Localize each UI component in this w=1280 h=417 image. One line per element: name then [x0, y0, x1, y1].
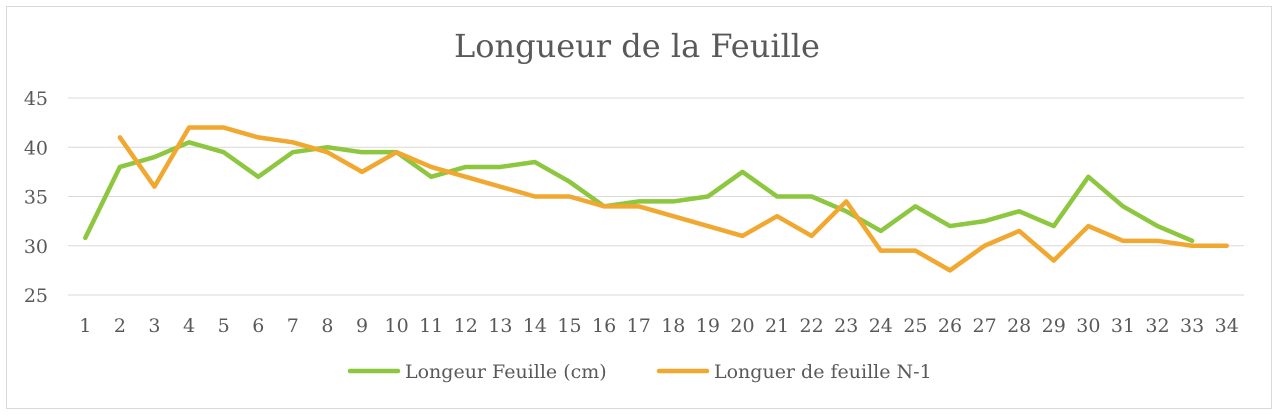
- y-tick-label: 25: [24, 285, 48, 307]
- legend: Longeur Feuille (cm) Longuer de feuille N…: [347, 361, 932, 383]
- y-tick-label: 40: [24, 137, 48, 159]
- x-tick-label: 27: [972, 315, 996, 337]
- y-tick-label: 45: [24, 88, 48, 110]
- series-lines: [83, 125, 1229, 273]
- x-tick-label: 30: [1076, 315, 1100, 337]
- x-tick-label: 11: [419, 315, 443, 337]
- x-tick-label: 28: [1007, 315, 1031, 337]
- x-tick-label: 5: [218, 315, 230, 337]
- x-tick-label: 23: [834, 315, 858, 337]
- x-tick-label: 13: [488, 315, 512, 337]
- y-tick-label: 30: [24, 236, 48, 258]
- x-tick-label: 33: [1180, 315, 1204, 337]
- x-tick-label: 7: [287, 315, 299, 337]
- x-tick-label: 16: [592, 315, 616, 337]
- x-tick-label: 21: [765, 315, 789, 337]
- x-tick-label: 19: [696, 315, 720, 337]
- x-tick-label: 22: [800, 315, 824, 337]
- x-axis-ticks: 1 2 3 4 5 6 7 8 9 10 11 12 13 14 15 16 17 18 19 20 21 22 23 24 2…: [79, 315, 1239, 337]
- chart-title: Longueur de la Feuille: [454, 27, 820, 65]
- x-tick-label: 1: [79, 315, 91, 337]
- x-tick-label: 3: [148, 315, 160, 337]
- x-tick-label: 20: [730, 315, 754, 337]
- series-line-1: [83, 140, 1195, 244]
- x-tick-label: 25: [903, 315, 927, 337]
- x-tick-label: 9: [356, 315, 368, 337]
- x-tick-label: 18: [661, 315, 685, 337]
- x-tick-label: 6: [252, 315, 264, 337]
- x-tick-label: 14: [523, 315, 547, 337]
- x-tick-label: 31: [1111, 315, 1135, 337]
- x-tick-label: 32: [1145, 315, 1169, 337]
- x-tick-label: 2: [114, 315, 126, 337]
- y-tick-label: 35: [24, 187, 48, 209]
- x-tick-label: 34: [1215, 315, 1239, 337]
- x-tick-label: 15: [557, 315, 581, 337]
- y-axis-ticks: 25 30 35 40 45: [24, 88, 48, 307]
- x-tick-label: 29: [1042, 315, 1066, 337]
- series-line-2: [117, 125, 1229, 273]
- x-tick-label: 4: [183, 315, 195, 337]
- x-tick-label: 26: [938, 315, 962, 337]
- x-tick-label: 10: [384, 315, 408, 337]
- legend-label-1: Longeur Feuille (cm): [405, 361, 607, 383]
- gridlines: [68, 97, 1244, 296]
- legend-label-2: Longuer de feuille N-1: [714, 361, 932, 383]
- x-tick-label: 17: [627, 315, 651, 337]
- x-tick-label: 8: [321, 315, 333, 337]
- x-tick-label: 24: [869, 315, 893, 337]
- x-tick-label: 12: [454, 315, 478, 337]
